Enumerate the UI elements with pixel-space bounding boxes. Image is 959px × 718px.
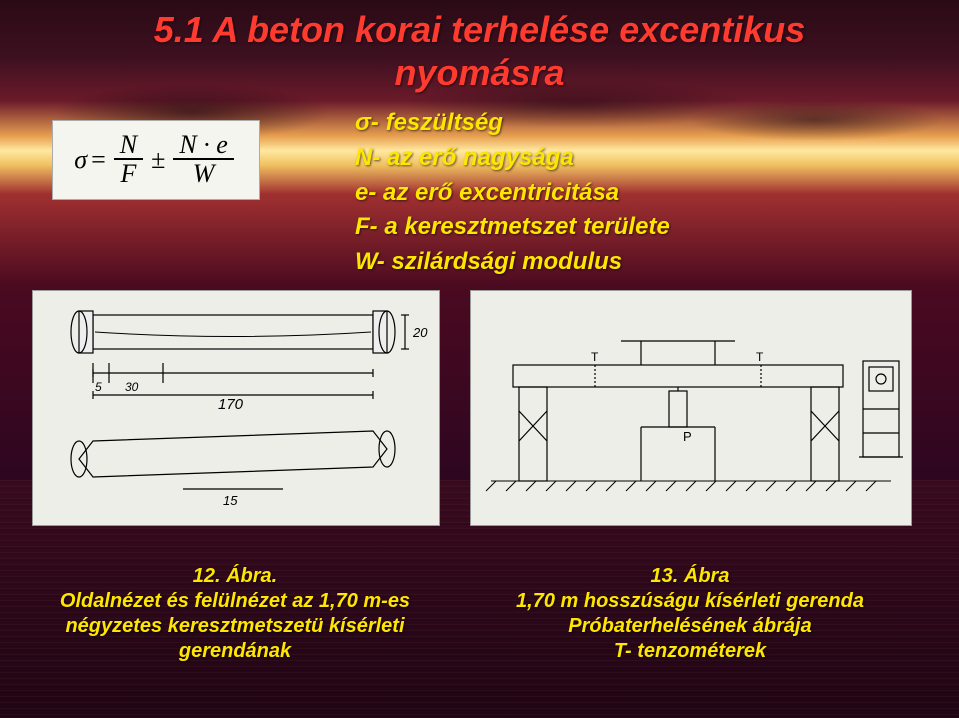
- svg-text:T: T: [591, 350, 599, 364]
- fig13-num: 13. Ábra: [651, 565, 730, 587]
- num1: N: [114, 132, 143, 160]
- diagram-right: T T P: [470, 290, 912, 526]
- num2: N · e: [173, 132, 233, 160]
- svg-text:15: 15: [223, 493, 238, 508]
- def-e: e- az erő excentricitása: [355, 176, 670, 211]
- def-n: N- az erő nagysága: [355, 141, 670, 176]
- definitions: σ- feszültség N- az erő nagysága e- az e…: [355, 106, 670, 280]
- plus-minus: ±: [151, 145, 165, 175]
- sigma: σ: [74, 145, 87, 175]
- fraction-2: N · e W: [173, 132, 233, 189]
- formula: σ = N F ± N · e W: [52, 120, 260, 200]
- fig13-l1: 1,70 m hosszúságu kísérleti gerenda: [516, 590, 864, 612]
- length-label: 170: [218, 396, 244, 413]
- fig13-l3: T- tenzométerek: [614, 640, 766, 662]
- den2: W: [173, 160, 233, 189]
- title-line-2: nyomásra: [394, 52, 564, 93]
- svg-text:30: 30: [125, 380, 139, 394]
- h-label: 20: [412, 325, 428, 340]
- diagram-left: 20 5 30 170: [32, 290, 440, 526]
- def-w: W- szilárdsági modulus: [355, 245, 670, 280]
- title-line-1: 5.1 A beton korai terhelése excentikus: [154, 9, 806, 50]
- den1: F: [114, 160, 143, 189]
- beam-views-svg: 20 5 30 170: [33, 291, 439, 525]
- svg-text:T: T: [756, 350, 764, 364]
- fig12-num: 12. Ábra.: [193, 565, 277, 587]
- fig12-l3: gerendának: [179, 640, 291, 662]
- def-sigma: σ- feszültség: [355, 106, 670, 141]
- svg-text:5: 5: [95, 380, 102, 394]
- slide-title: 5.1 A beton korai terhelése excentikus n…: [0, 8, 959, 94]
- fig12-l1: Oldalnézet és felülnézet az 1,70 m-es: [60, 590, 410, 612]
- fig13-l2: Próbaterhelésének ábrája: [568, 615, 811, 637]
- loading-rig-svg: T T P: [471, 291, 911, 525]
- def-f: F- a keresztmetszet területe: [355, 210, 670, 245]
- equals: =: [91, 145, 106, 175]
- caption-left: 12. Ábra. Oldalnézet és felülnézet az 1,…: [32, 564, 438, 664]
- fraction-1: N F: [114, 132, 143, 189]
- caption-right: 13. Ábra 1,70 m hosszúságu kísérleti ger…: [470, 564, 910, 664]
- slide: 5.1 A beton korai terhelése excentikus n…: [0, 0, 959, 718]
- fig12-l2: négyzetes keresztmetszetü kísérleti: [65, 615, 404, 637]
- svg-text:P: P: [683, 429, 692, 444]
